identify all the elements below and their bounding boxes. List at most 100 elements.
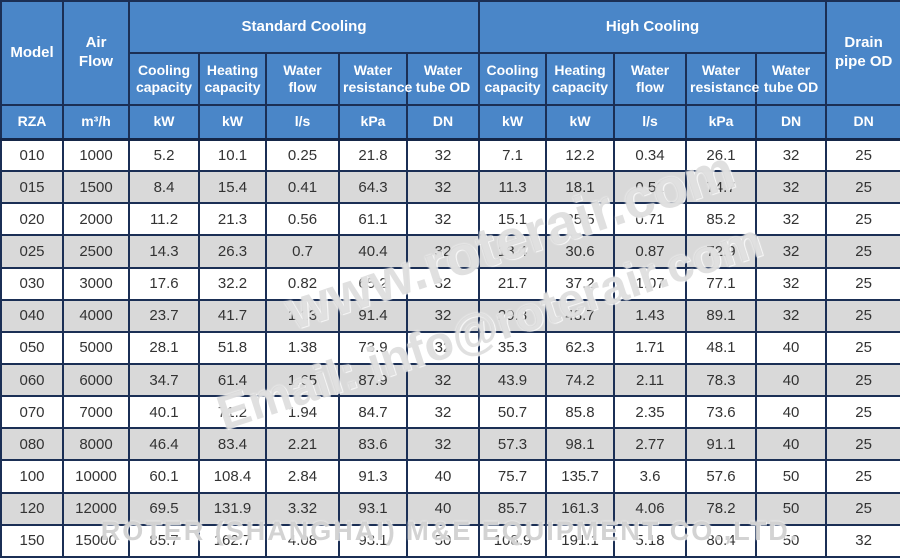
table-cell: 040 xyxy=(0,298,64,333)
table-row: 040 4000 23.7 41.7 1.13 91.4 32 29.8 48.7 1.43 89.… xyxy=(0,298,900,333)
table-cell: 32 xyxy=(405,298,481,333)
table-cell: 78.2 xyxy=(685,491,758,526)
table-cell: 85.2 xyxy=(685,202,758,237)
table-cell: 32 xyxy=(755,202,828,237)
table-cell: 11.3 xyxy=(478,170,548,205)
header-hc-cooling-capacity: Cooling capacity xyxy=(478,52,548,106)
table-cell: 85.7 xyxy=(128,523,200,558)
table-cell: 108.9 xyxy=(478,523,548,558)
table-cell: 40 xyxy=(755,330,828,365)
table-cell: 25 xyxy=(825,298,900,333)
table-cell: 32 xyxy=(755,266,828,301)
table-cell: 21.7 xyxy=(478,266,548,301)
header-drain-pipe-od: Drain pipe OD xyxy=(825,0,900,106)
header-standard-cooling: Standard Cooling xyxy=(127,0,481,54)
table-cell: 32 xyxy=(405,330,481,365)
table-cell: 191.1 xyxy=(545,523,616,558)
table-cell: 100 xyxy=(0,459,64,494)
header-sc-water-flow: Water flow xyxy=(265,52,340,106)
table-cell: 32 xyxy=(405,234,481,269)
table-cell: 72.9 xyxy=(685,234,758,269)
table-row: 020 2000 11.2 21.3 0.56 61.1 32 15.1 25.5 0.71 85.… xyxy=(0,202,900,237)
table-cell: 85.7 xyxy=(478,491,548,526)
table-cell: 78.3 xyxy=(685,362,758,398)
unit-model: RZA xyxy=(0,104,64,141)
header-sc-water-resistance: Water resistance xyxy=(338,52,412,106)
table-cell: 0.71 xyxy=(613,202,688,237)
table-cell: 25.5 xyxy=(545,202,616,237)
table-cell: 0.25 xyxy=(265,137,340,173)
table-cell: 108.4 xyxy=(198,459,267,494)
table-row: 015 1500 8.4 15.4 0.41 64.3 32 11.3 18.1 0.51 74.7… xyxy=(0,170,900,205)
table-cell: 71.2 xyxy=(198,395,267,430)
header-unit-row: RZA m³/h kW kW l/s kPa DN kW kW l/s kPa … xyxy=(0,104,900,141)
table-row: 060 6000 34.7 61.4 1.65 87.9 32 43.9 74.2 2.11 78.… xyxy=(0,362,900,398)
table-cell: 50 xyxy=(755,459,828,494)
table-cell: 51.8 xyxy=(198,330,267,365)
table-cell: 28.1 xyxy=(128,330,200,365)
table-row: 120 12000 69.5 131.9 3.32 93.1 40 85.7 161.3 4.06… xyxy=(0,491,900,526)
table-cell: 50.7 xyxy=(478,395,548,430)
unit-sc-water-tube-od: DN xyxy=(405,104,481,141)
table-cell: 4.06 xyxy=(613,491,688,526)
table-cell: 32 xyxy=(755,298,828,333)
table-cell: 25 xyxy=(825,459,900,494)
table-cell: 6000 xyxy=(62,362,130,398)
table-cell: 32 xyxy=(405,362,481,398)
table-cell: 1.43 xyxy=(613,298,688,333)
table-cell: 7.1 xyxy=(478,137,548,173)
table-row: 080 8000 46.4 83.4 2.21 83.6 32 57.3 98.1 2.77 91.… xyxy=(0,427,900,462)
header-hc-water-resistance: Water resistance xyxy=(685,52,759,106)
unit-hc-water-resistance: kPa xyxy=(685,104,758,141)
table-cell: 1.94 xyxy=(265,395,340,430)
table-cell: 23.7 xyxy=(128,298,200,333)
table-cell: 62.3 xyxy=(545,330,616,365)
table-cell: 77.1 xyxy=(685,266,758,301)
table-cell: 15.4 xyxy=(198,170,267,205)
table-cell: 73.6 xyxy=(685,395,758,430)
table-cell: 91.1 xyxy=(685,427,758,462)
table-cell: 0.82 xyxy=(265,266,340,301)
table-cell: 43.9 xyxy=(478,362,548,398)
table-cell: 61.1 xyxy=(338,202,408,237)
table-cell: 98.1 xyxy=(545,427,616,462)
table-cell: 41.7 xyxy=(198,298,267,333)
table-cell: 18.1 xyxy=(545,170,616,205)
header-model: Model xyxy=(0,0,64,106)
table-cell: 50 xyxy=(755,491,828,526)
header-sc-cooling-capacity: Cooling capacity xyxy=(128,52,200,106)
table-cell: 070 xyxy=(0,395,64,430)
header-sc-heating-capacity: Heating capacity xyxy=(198,52,267,106)
table-cell: 75.7 xyxy=(478,459,548,494)
table-cell: 25 xyxy=(825,202,900,237)
table-cell: 74.7 xyxy=(685,170,758,205)
table-cell: 5.2 xyxy=(128,137,200,173)
table-cell: 5.18 xyxy=(613,523,688,558)
table-cell: 83.6 xyxy=(338,427,408,462)
table-cell: 32 xyxy=(405,170,481,205)
table-cell: 050 xyxy=(0,330,64,365)
unit-air-flow: m³/h xyxy=(62,104,130,141)
table-cell: 2000 xyxy=(62,202,130,237)
table-cell: 12000 xyxy=(62,491,130,526)
table-cell: 29.8 xyxy=(478,298,548,333)
table-cell: 69.5 xyxy=(128,491,200,526)
table-cell: 25 xyxy=(825,234,900,269)
table-cell: 21.3 xyxy=(198,202,267,237)
table-cell: 10000 xyxy=(62,459,130,494)
table-cell: 65.2 xyxy=(338,266,408,301)
table-cell: 40 xyxy=(755,362,828,398)
header-group-row: Model Air Flow Standard Cooling High Coo… xyxy=(0,0,900,106)
table-cell: 18.4 xyxy=(478,234,548,269)
table-cell: 50 xyxy=(405,523,481,558)
table-cell: 1000 xyxy=(62,137,130,173)
table-cell: 26.1 xyxy=(685,137,758,173)
table-cell: 48.7 xyxy=(545,298,616,333)
table-cell: 12.2 xyxy=(545,137,616,173)
table-cell: 0.41 xyxy=(265,170,340,205)
table-cell: 4.08 xyxy=(265,523,340,558)
table-cell: 25 xyxy=(825,170,900,205)
header-sub-row: Cooling capacity Heating capacity Water … xyxy=(1,52,900,106)
table-cell: 84.7 xyxy=(338,395,408,430)
